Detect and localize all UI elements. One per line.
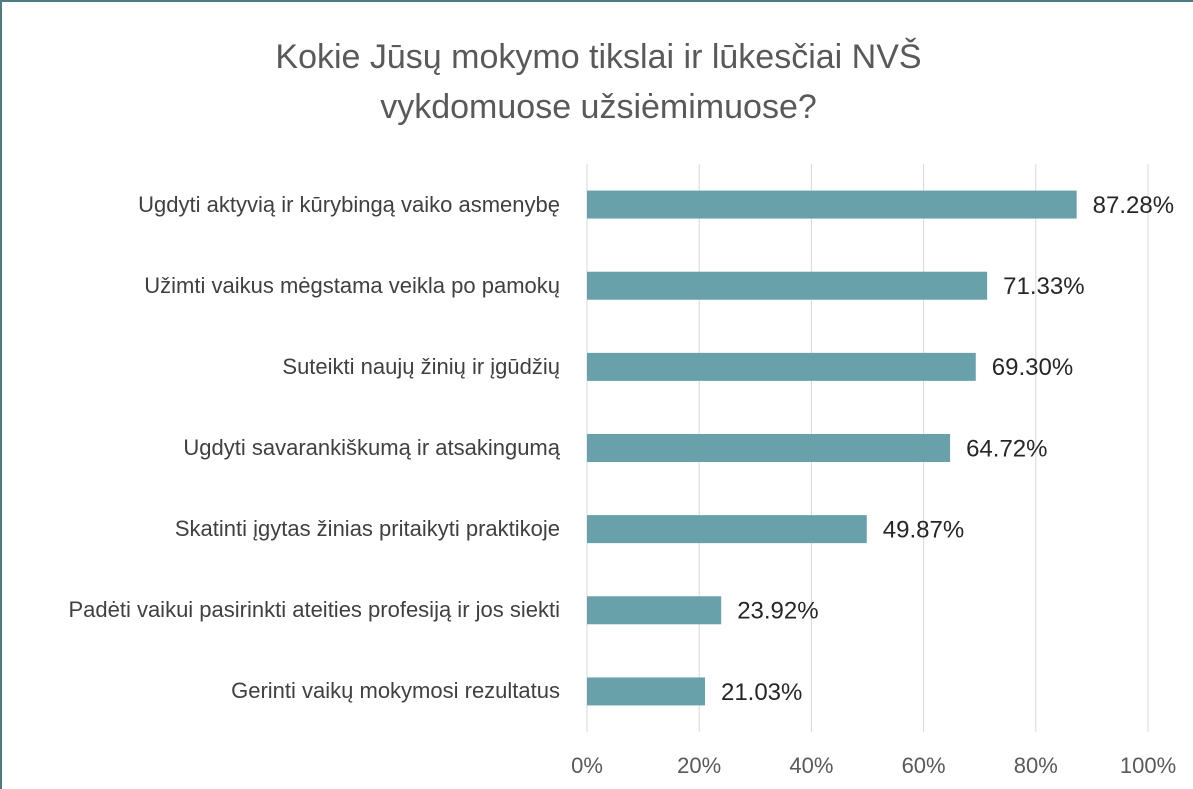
bar [587,352,976,381]
value-label: 49.87% [883,516,964,543]
chart-title: Kokie Jūsų mokymo tikslai ir lūkesčiai N… [275,38,922,126]
bar [587,271,988,300]
category-label: Padėti vaikui pasirinkti ateities profes… [68,597,560,623]
bar [587,515,867,544]
category-label: Gerinti vaikų mokymosi rezultatus [231,678,560,704]
x-tick-label: 40% [789,753,833,778]
category-label: Skatinti įgytas žinias pritaikyti prakti… [174,516,560,542]
value-label: 71.33% [1003,273,1084,300]
category-label: Ugdyti savarankiškumą ir atsakingumą [183,435,560,460]
value-label: 87.28% [1093,192,1174,219]
category-label: Ugdyti aktyvią ir kūrybingą vaiko asmeny… [138,191,560,217]
value-label: 21.03% [721,679,802,706]
category-label: Suteikti naujų žinių ir įgūdžių [282,353,560,379]
chart-title-box: Kokie Jūsų mokymo tikslai ir lūkesčiai N… [2,32,1193,132]
value-label: 69.30% [992,354,1073,381]
x-tick-label: 20% [677,753,721,778]
value-label: 64.72% [966,435,1047,462]
x-tick-label: 60% [902,753,946,778]
bar [587,190,1077,219]
bar [587,434,951,462]
value-label: 23.92% [737,598,818,625]
bar [587,596,722,625]
bar [587,677,705,706]
x-tick-label: 80% [1014,753,1058,778]
x-tick-label: 100% [1120,753,1176,778]
x-tick-label: 0% [571,753,603,778]
category-label: Užimti vaikus mėgstama veikla po pamokų [144,272,560,298]
